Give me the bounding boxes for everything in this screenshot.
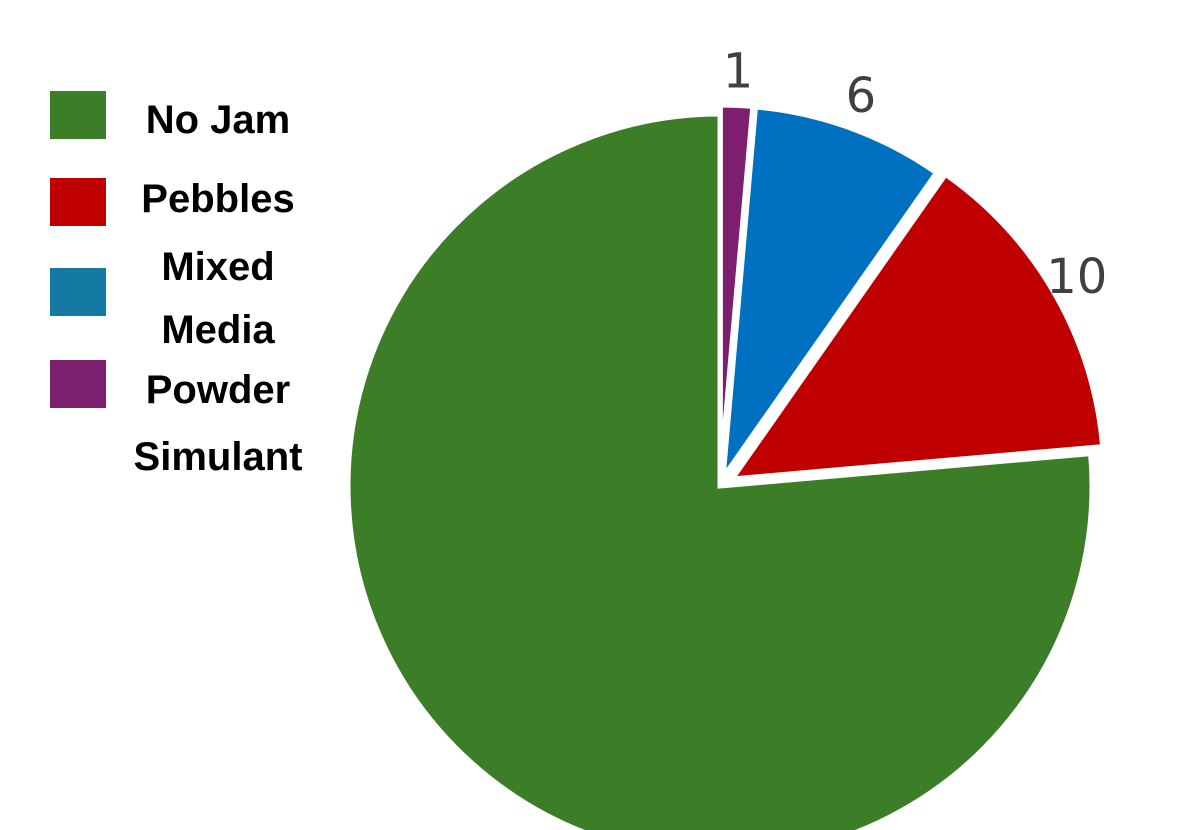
legend-item-no-jam: No Jam	[50, 91, 290, 142]
legend-label-powder-simulant-line-1: Powder	[146, 368, 290, 412]
legend-item-pebbles: Pebbles	[50, 177, 295, 226]
legend-swatch-powder-simulant	[50, 360, 106, 408]
pie-slice-mixed-media	[719, 104, 940, 487]
legend-label-mixed-media-line-2: Media	[161, 308, 275, 352]
data-labels: 1 610	[723, 43, 1108, 305]
legend-label-powder-simulant-line-2: Simulant	[134, 435, 303, 479]
data-label-powder-simulant: 1	[723, 43, 754, 99]
legend-label-no-jam-line-1: No Jam	[146, 98, 291, 142]
legend-swatch-mixed-media	[50, 268, 106, 316]
data-label-mixed-media: 6	[846, 68, 877, 124]
pie-slice-pebbles	[727, 170, 1106, 482]
legend-swatch-no-jam	[50, 91, 106, 139]
legend: No Jam Pebbles Mixed Media Powder Simulant	[50, 91, 302, 479]
pie-slice-powder-simulant	[717, 102, 756, 478]
legend-item-mixed-media: Mixed Media	[50, 245, 275, 352]
legend-item-powder-simulant: Powder Simulant	[50, 360, 302, 479]
legend-label-pebbles-line-1: Pebbles	[141, 177, 294, 221]
pie-slices	[345, 102, 1106, 830]
legend-label-mixed-media-line-1: Mixed	[161, 245, 274, 289]
pie-slice-no-jam	[345, 111, 1095, 830]
data-label-pebbles: 10	[1046, 249, 1107, 305]
legend-swatch-pebbles	[50, 178, 106, 226]
